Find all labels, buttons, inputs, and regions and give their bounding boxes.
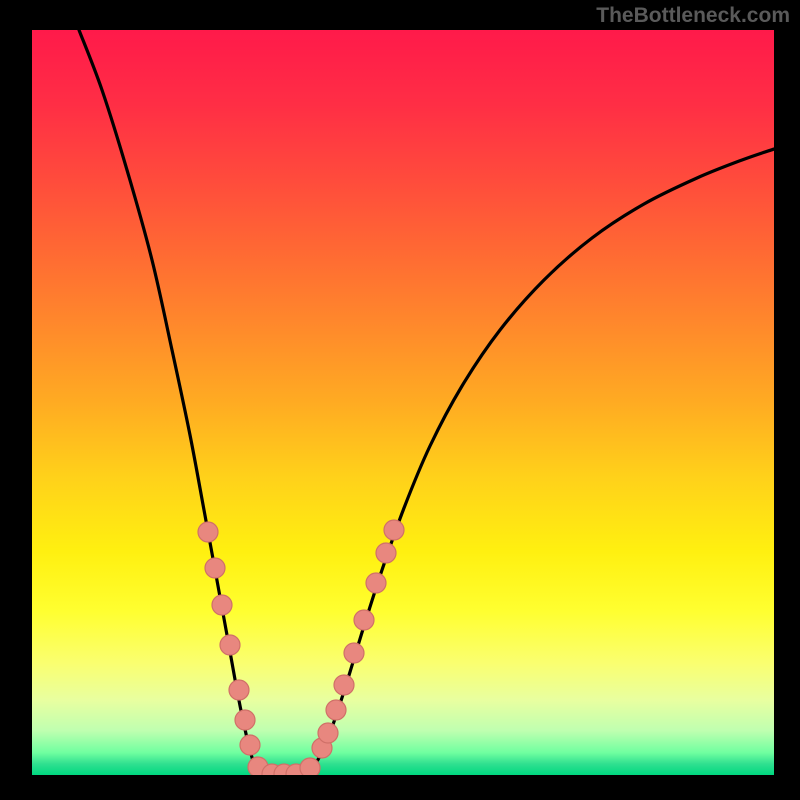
marker-point [240,735,260,755]
marker-point [366,573,386,593]
marker-point [212,595,232,615]
marker-point [326,700,346,720]
chart-container: TheBottleneck.com [0,0,800,800]
marker-point [344,643,364,663]
marker-point [384,520,404,540]
curve-layer [32,30,774,775]
marker-point [300,758,320,775]
marker-point [235,710,255,730]
plot-area [32,30,774,775]
marker-point [354,610,374,630]
scatter-markers [198,520,404,775]
v-curve [79,30,774,774]
marker-point [376,543,396,563]
marker-point [220,635,240,655]
marker-point [318,723,338,743]
marker-point [229,680,249,700]
marker-point [205,558,225,578]
marker-point [334,675,354,695]
marker-point [198,522,218,542]
watermark-text: TheBottleneck.com [596,4,790,28]
